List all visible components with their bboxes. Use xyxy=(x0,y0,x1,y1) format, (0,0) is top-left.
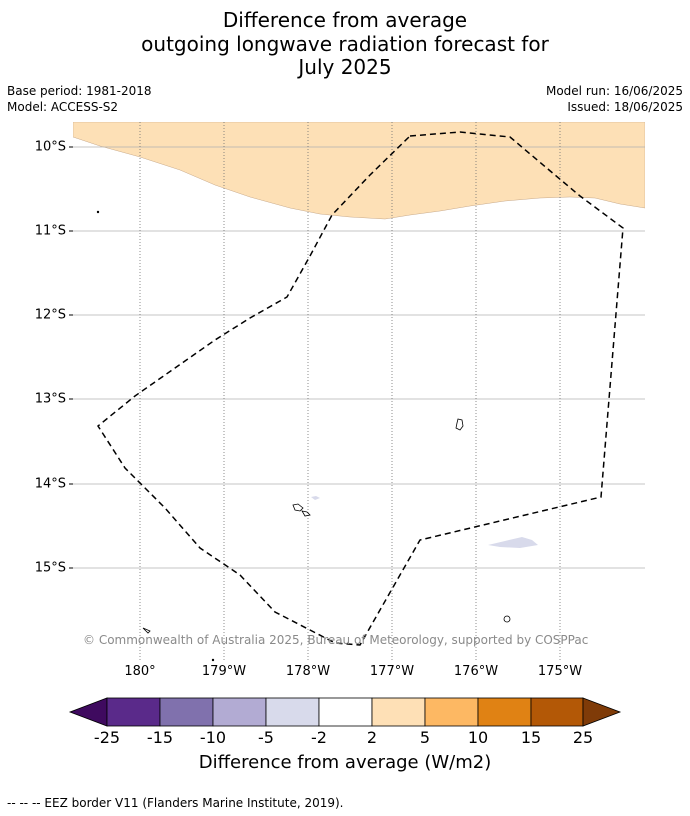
colorbar-tick-label: -15 xyxy=(146,728,174,747)
title-line-3: July 2025 xyxy=(298,55,392,79)
island-outlines xyxy=(96,210,511,662)
colorbar-segment xyxy=(371,697,426,727)
lon-label: 179°W xyxy=(201,664,247,679)
lat-label: 12°S xyxy=(34,307,66,323)
eez-footnote: -- -- -- EEZ border V11 (Flanders Marine… xyxy=(7,796,344,810)
title-line-1: Difference from average xyxy=(222,8,468,32)
lon-label: 176°W xyxy=(453,664,499,679)
colorbar xyxy=(68,697,622,727)
negative-anomaly-patch xyxy=(311,496,320,500)
lon-label: 178°W xyxy=(285,664,331,679)
axis-ticks xyxy=(69,146,73,569)
colorbar-title: Difference from average (W/m2) xyxy=(198,752,492,773)
colorbar-segment xyxy=(477,697,532,727)
eez-border xyxy=(97,131,624,646)
colorbar-extend-low xyxy=(68,697,108,727)
lon-label: 175°W xyxy=(537,664,583,679)
colorbar-tick-label: 10 xyxy=(467,728,489,747)
colorbar-segment xyxy=(212,697,267,727)
colorbar-tick-label: 2 xyxy=(366,728,378,747)
colorbar-tick-label: 5 xyxy=(419,728,431,747)
map-area xyxy=(73,122,645,662)
base-period-text: Base period: 1981-2018 xyxy=(7,84,152,98)
colorbar-tick-label: -2 xyxy=(311,728,327,747)
colorbar-extend-high xyxy=(582,697,622,727)
positive-anomaly-region xyxy=(73,122,645,220)
lat-label: 10°S xyxy=(34,139,66,155)
colorbar-segment xyxy=(265,697,320,727)
colorbar-segment xyxy=(318,697,373,727)
negative-anomaly-patch xyxy=(488,537,538,548)
colorbar-tick-label: -10 xyxy=(199,728,227,747)
title-line-2: outgoing longwave radiation forecast for xyxy=(141,32,549,56)
model-text: Model: ACCESS-S2 xyxy=(7,100,119,114)
lon-label: 177°W xyxy=(369,664,415,679)
copyright-notice: © Commonwealth of Australia 2025, Bureau… xyxy=(83,633,589,647)
lat-label: 13°S xyxy=(34,391,66,407)
colorbar-segment xyxy=(530,697,584,727)
colorbar-segment xyxy=(159,697,214,727)
lat-label: 14°S xyxy=(34,476,66,492)
colorbar-tick-label: -5 xyxy=(258,728,274,747)
issued-text: Issued: 18/06/2025 xyxy=(567,100,683,114)
latitude-gridlines xyxy=(73,146,645,569)
model-run-text: Model run: 16/06/2025 xyxy=(545,84,683,98)
colorbar-segment xyxy=(106,697,161,727)
colorbar-tick-label: -25 xyxy=(93,728,121,747)
lat-label: 11°S xyxy=(34,223,66,239)
lon-label: 180° xyxy=(124,664,156,679)
colorbar-tick-label: 15 xyxy=(520,728,542,747)
lat-label: 15°S xyxy=(34,560,66,576)
longitude-gridlines xyxy=(139,122,561,662)
colorbar-segment xyxy=(424,697,479,727)
colorbar-tick-label: 25 xyxy=(572,728,594,747)
